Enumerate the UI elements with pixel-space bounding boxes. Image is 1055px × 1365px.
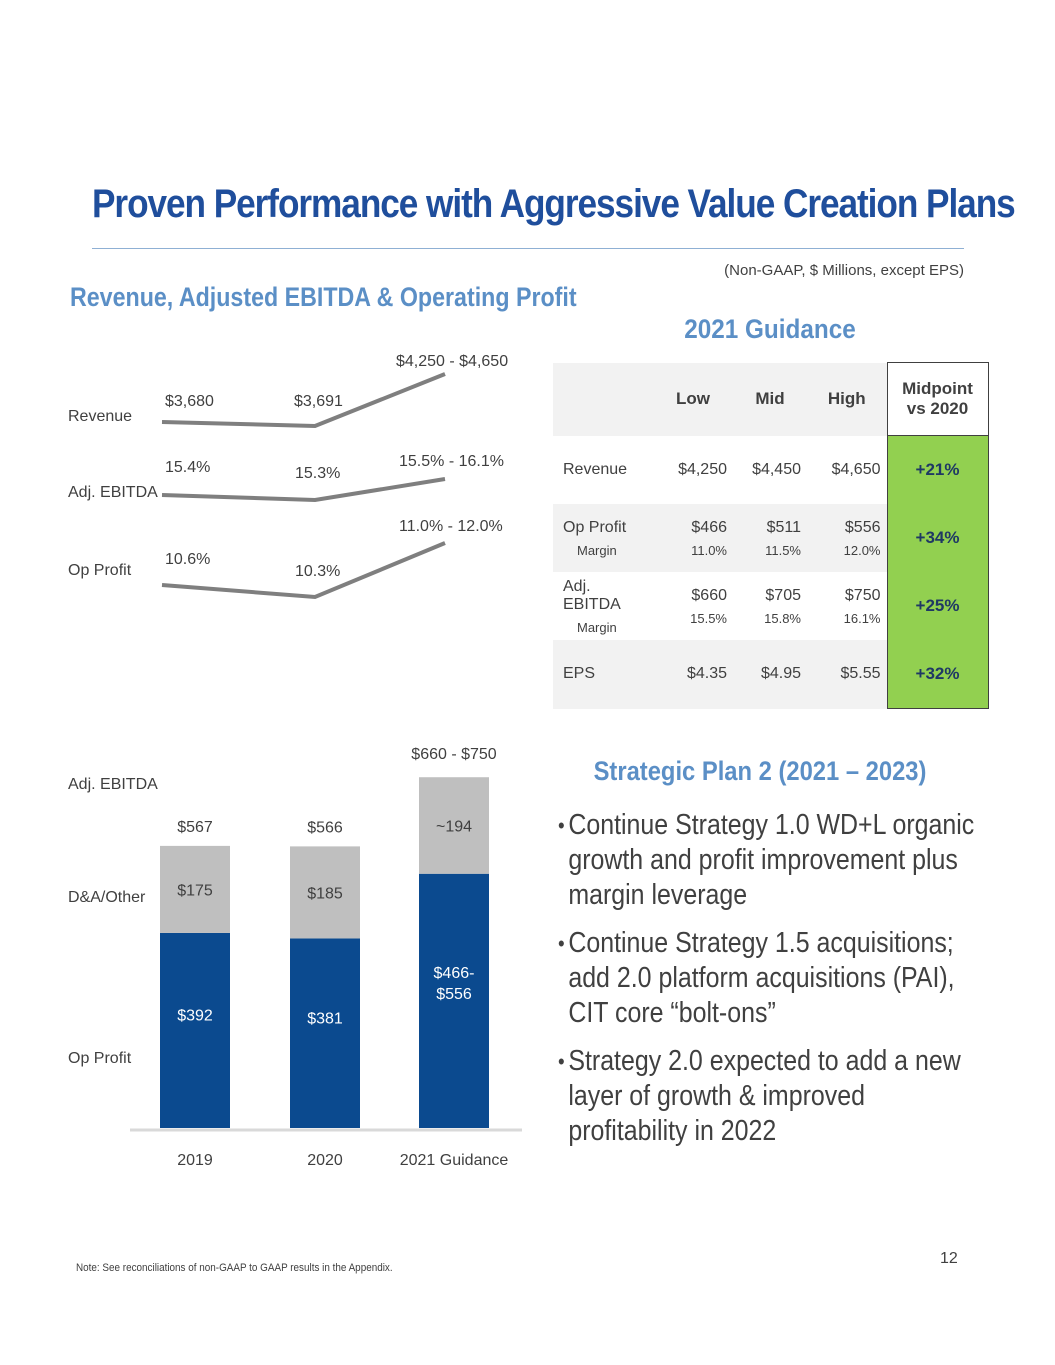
header-midpoint-vs-2020: Midpoint vs 2020 xyxy=(886,362,989,436)
bullet-text: Strategy 2.0 expected to add a new layer… xyxy=(568,1045,961,1147)
ebitda-stacked-bar-chart: Adj. EBITDA D&A/Other Op Profit $392 $175… xyxy=(68,746,522,1169)
cell-high: $750 xyxy=(844,586,881,604)
list-item: • Continue Strategy 1.5 acquisitions; add… xyxy=(558,926,988,1031)
op-label-2021: 11.0% - 12.0% xyxy=(399,518,503,535)
x-tick-label: 2021 Guidance xyxy=(400,1152,509,1169)
op-label-2020: 10.3% xyxy=(295,563,340,580)
row-sub-label: Margin xyxy=(577,619,617,635)
cell-low: $466 xyxy=(691,518,727,536)
bar-row-label-da: D&A/Other xyxy=(68,889,146,906)
bar-row-label-op: Op Profit xyxy=(68,1050,132,1067)
bar-op-profit xyxy=(419,873,489,1128)
revenue-label-2020: $3,691 xyxy=(294,393,343,410)
bar-total-label: $566 xyxy=(307,819,343,836)
cell-change: +32% xyxy=(886,640,989,709)
cell-high-margin: 12.0% xyxy=(843,542,881,558)
cell-mid-margin: 15.8% xyxy=(764,610,801,626)
cell-mid: $705 xyxy=(765,586,801,604)
bar-label-da-other: ~194 xyxy=(436,818,472,835)
bullet-text: Continue Strategy 1.5 acquisitions; add … xyxy=(568,927,955,1029)
units-note: (Non-GAAP, $ Millions, except EPS) xyxy=(724,262,964,279)
bullet-icon: • xyxy=(558,813,565,838)
table-row: Op Profit Margin $466 11.0% $511 11.5% $556… xyxy=(553,504,989,572)
cell-change: +25% xyxy=(886,572,989,640)
header-high: High xyxy=(807,362,887,436)
cell-high: $5.55 xyxy=(840,665,881,683)
slide-title: Proven Performance with Aggressive Value… xyxy=(92,182,1016,226)
bar-total-label: $567 xyxy=(177,819,213,836)
bar-da-other xyxy=(419,777,489,874)
row-label: Op Profit xyxy=(563,518,627,536)
row-sub-label: Margin xyxy=(577,542,617,558)
revenue-label-2021: $4,250 - $4,650 xyxy=(396,353,508,370)
cell-change: +21% xyxy=(886,435,989,504)
bar-row-label-ebitda: Adj. EBITDA xyxy=(68,776,158,793)
ebitda-label-2021: 15.5% - 16.1% xyxy=(399,453,504,470)
cell-high: $556 xyxy=(844,518,881,536)
ebitda-label-2019: 15.4% xyxy=(165,459,210,476)
cell-mid: $511 xyxy=(766,518,801,536)
bullet-icon: • xyxy=(558,931,565,956)
cell-low: $4.35 xyxy=(686,665,727,683)
header-blank xyxy=(553,362,653,436)
op-trend-line xyxy=(161,541,446,600)
bar-da-other xyxy=(290,846,360,939)
cell-mid: $4.95 xyxy=(760,665,801,683)
revenue-label-2019: $3,680 xyxy=(165,393,214,410)
strategic-plan-heading: Strategic Plan 2 (2021 – 2023) xyxy=(593,756,927,786)
revenue-trend-line xyxy=(161,372,446,429)
x-tick-label: 2019 xyxy=(177,1152,213,1169)
guidance-title: 2021 Guidance xyxy=(684,314,856,344)
cell-low-margin: 15.5% xyxy=(690,610,727,626)
cell-high-margin: 16.1% xyxy=(843,610,881,626)
row-label: Revenue xyxy=(563,460,628,478)
x-tick-label: 2020 xyxy=(307,1152,343,1169)
table-row: EPS $4.35 $4.95 $5.55 +32% xyxy=(553,640,989,709)
cell-low: $660 xyxy=(691,586,727,604)
header-mid: Mid xyxy=(733,362,807,436)
row-label: Adj. EBITDA xyxy=(563,577,621,613)
ebitda-label-2020: 15.3% xyxy=(295,465,340,482)
header-low: Low xyxy=(653,362,733,436)
left-heading: Revenue, Adjusted EBITDA & Operating Pro… xyxy=(70,282,577,312)
line-row-label-ebitda: Adj. EBITDA xyxy=(68,484,158,501)
bar-label-da-other: $185 xyxy=(307,885,343,902)
strategy-bullet-list: • Continue Strategy 1.0 WD+L organic grow… xyxy=(558,808,978,1162)
list-item: • Continue Strategy 1.0 WD+L organic grow… xyxy=(558,808,988,913)
bar-total-label: $660 - $750 xyxy=(411,746,497,763)
op-label-2019: 10.6% xyxy=(165,551,210,568)
cell-mid-margin: 11.5% xyxy=(765,542,801,558)
table-row: Revenue $4,250 $4,450 $4,650 +21% xyxy=(553,435,989,504)
bar-op-profit xyxy=(290,938,360,1128)
cell-mid: $4,450 xyxy=(752,460,801,478)
cell-high: $4,650 xyxy=(831,460,881,478)
page-number: 12 xyxy=(940,1250,958,1267)
bar-op-profit xyxy=(160,932,230,1128)
trend-line-chart: Revenue Adj. EBITDA Op Profit $3,680 $3,… xyxy=(68,353,508,600)
table-row: Adj. EBITDA Margin $660 15.5% $705 15.8% $7… xyxy=(553,572,989,640)
list-item: • Strategy 2.0 expected to add a new laye… xyxy=(558,1044,988,1149)
bullet-icon: • xyxy=(558,1049,565,1074)
footnote: Note: See reconciliations of non-GAAP to… xyxy=(76,1262,393,1274)
line-row-label-op: Op Profit xyxy=(68,562,132,579)
ebitda-trend-line xyxy=(161,477,446,503)
cell-low: $4,250 xyxy=(678,460,727,478)
cell-change: +34% xyxy=(886,504,989,572)
bar-label-da-other: $175 xyxy=(177,882,213,899)
row-label: EPS xyxy=(563,665,596,683)
guidance-table: Low Mid High Midpoint vs 2020 Revenue $4… xyxy=(553,362,989,709)
guidance-header-row: Low Mid High Midpoint vs 2020 xyxy=(553,362,989,436)
bar-da-other xyxy=(160,845,230,933)
bullet-text: Continue Strategy 1.0 WD+L organic growt… xyxy=(568,809,975,911)
bar-label-op-profit: $466-$556 xyxy=(434,965,475,1003)
bar-label-op-profit: $381 xyxy=(307,1011,343,1028)
line-row-label-revenue: Revenue xyxy=(68,408,132,425)
title-divider xyxy=(92,248,964,249)
bar-label-op-profit: $392 xyxy=(177,1008,213,1025)
cell-low-margin: 11.0% xyxy=(691,542,727,558)
